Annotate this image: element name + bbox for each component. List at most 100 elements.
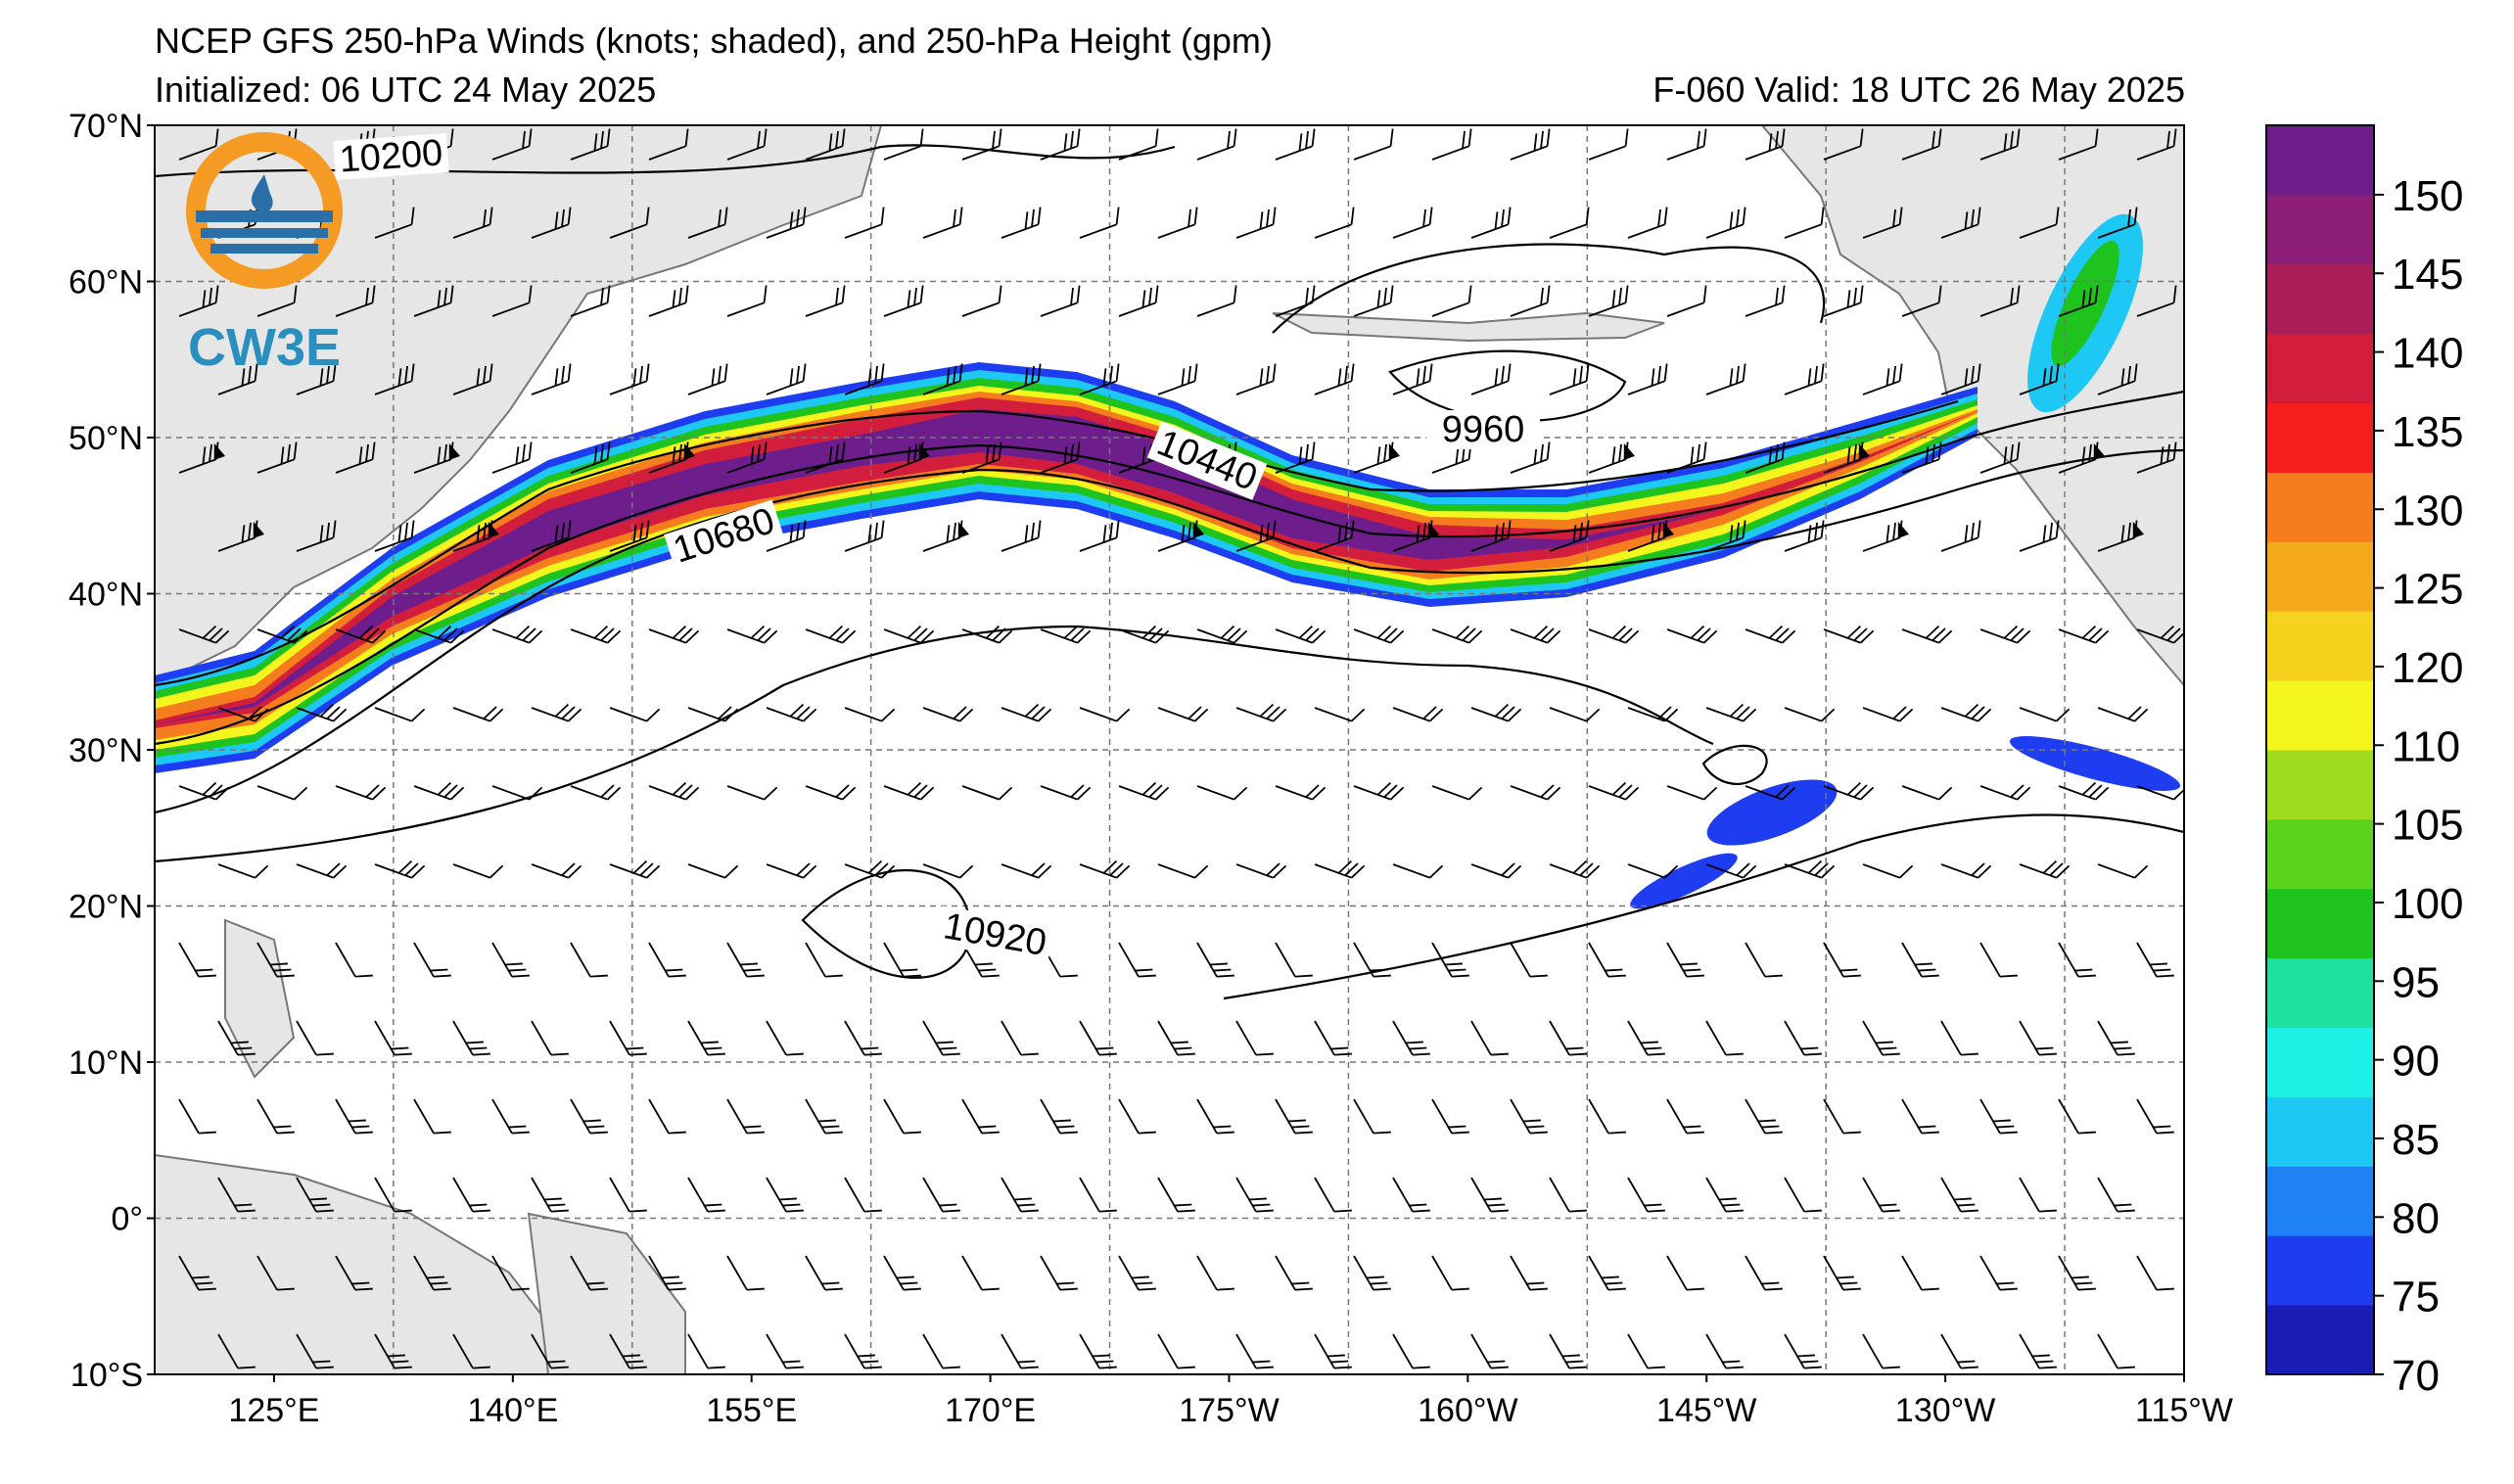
- wind-barb: [1745, 1098, 1783, 1135]
- wind-barb: [491, 625, 543, 644]
- wind-barb: [844, 520, 885, 552]
- logo-drop-icon: [251, 174, 273, 212]
- wind-barb: [2058, 1098, 2096, 1135]
- land-polygon: [224, 918, 296, 1079]
- logo-text: CW3E: [188, 318, 341, 377]
- colorbar-label: 80: [2392, 1194, 2440, 1242]
- wind-barb: [531, 1333, 569, 1369]
- wind-barb: [1001, 1177, 1039, 1213]
- wind-barb: [726, 285, 768, 317]
- wind-barb: [1823, 285, 1864, 317]
- wind-barb: [1118, 1255, 1156, 1291]
- wind-barb: [2058, 128, 2099, 161]
- wind-barb: [1353, 625, 1405, 644]
- wind-barb: [961, 1255, 1000, 1291]
- wind-barb: [1588, 942, 1626, 978]
- wind-barb: [1666, 285, 1707, 317]
- wind-barb: [217, 1177, 256, 1213]
- wind-barb: [335, 441, 376, 474]
- wind-barb: [1666, 1255, 1704, 1291]
- wind-barb: [1118, 942, 1156, 978]
- logo-wave-icon: [196, 210, 333, 222]
- wind-barb: [1784, 520, 1825, 552]
- wind-barb: [609, 363, 650, 395]
- wind-barb: [256, 441, 298, 474]
- wind-barb: [1157, 1020, 1195, 1056]
- wind-barb: [1784, 707, 1836, 722]
- wind-barb: [413, 1098, 451, 1135]
- wind-barb: [1940, 703, 1992, 722]
- wind-barb: [1157, 520, 1204, 552]
- wind-barb: [805, 128, 846, 161]
- wind-barb: [374, 520, 415, 552]
- wind-barb: [1040, 625, 1092, 644]
- wind-barb: [2019, 1177, 2057, 1213]
- colorbar-segment: [2266, 402, 2374, 473]
- wind-barb: [883, 1255, 921, 1291]
- wind-barb: [1705, 363, 1746, 395]
- wind-barb: [1979, 441, 2021, 474]
- wind-barb: [1157, 1177, 1195, 1213]
- wind-barb: [1196, 1098, 1234, 1135]
- lon-label: 170°E: [945, 1392, 1036, 1429]
- wind-barb: [491, 1098, 530, 1135]
- wind-barb: [648, 625, 700, 644]
- wind-barb: [1001, 703, 1052, 722]
- lon-label: 125°E: [228, 1392, 319, 1429]
- wind-barb: [1666, 625, 1718, 644]
- wind-barb: [1118, 625, 1170, 644]
- wind-barb: [2097, 1177, 2135, 1213]
- wind-barb: [531, 207, 572, 239]
- wind-barb: [1549, 1333, 1587, 1369]
- wind-barb: [687, 1177, 725, 1213]
- wind-barb: [531, 363, 572, 395]
- wind-barb: [961, 285, 1002, 317]
- wind-barb: [1823, 128, 1864, 161]
- wind-barb: [217, 863, 269, 879]
- wind-barb: [1157, 1333, 1195, 1369]
- wind-barb: [805, 285, 846, 317]
- wind-barb: [648, 441, 695, 474]
- wind-barb: [805, 784, 857, 801]
- wind-barb: [491, 441, 533, 474]
- colorbar-segment: [2266, 750, 2374, 820]
- wind-barb: [922, 1333, 960, 1369]
- wind-barb: [1901, 441, 1942, 474]
- wind-barb: [335, 285, 376, 317]
- wind-barb: [256, 625, 308, 644]
- wind-barb: [2058, 441, 2105, 474]
- height-contour: [155, 390, 2184, 746]
- wind-barb: [687, 1020, 725, 1056]
- wind-barb: [1040, 128, 1081, 161]
- wind-barb: [1314, 707, 1366, 722]
- wind-barb: [1275, 285, 1316, 317]
- lon-label: 175°W: [1179, 1392, 1279, 1429]
- wind-barb: [1940, 1177, 1979, 1213]
- wind-barb: [961, 785, 1013, 801]
- wind-barb: [883, 942, 921, 978]
- wind-barb: [491, 1255, 530, 1291]
- wind-barb: [2097, 520, 2144, 552]
- wind-barb: [609, 859, 661, 879]
- wind-barb: [2058, 285, 2099, 317]
- wind-barb: [1314, 1177, 1352, 1213]
- wind-barb: [452, 706, 504, 722]
- colorbar-segment: [2266, 1235, 2374, 1306]
- wind-barb: [1353, 942, 1391, 978]
- wind-barb: [570, 1098, 608, 1135]
- wind-barb: [217, 706, 269, 722]
- wind-barb: [1392, 520, 1439, 552]
- wind-barb: [726, 441, 768, 474]
- wind-barb: [217, 520, 264, 552]
- wind-barb: [374, 707, 426, 722]
- wind-barb: [335, 625, 387, 644]
- wind-barb: [570, 285, 611, 317]
- jet-band: [2051, 240, 2119, 367]
- wind-barb: [922, 1020, 960, 1056]
- wind-barb: [687, 363, 728, 395]
- wind-barb: [2019, 859, 2071, 879]
- wind-barb: [726, 1098, 765, 1135]
- wind-barb: [296, 1020, 334, 1056]
- wind-barb: [1588, 441, 1635, 474]
- wind-barb: [1235, 862, 1287, 879]
